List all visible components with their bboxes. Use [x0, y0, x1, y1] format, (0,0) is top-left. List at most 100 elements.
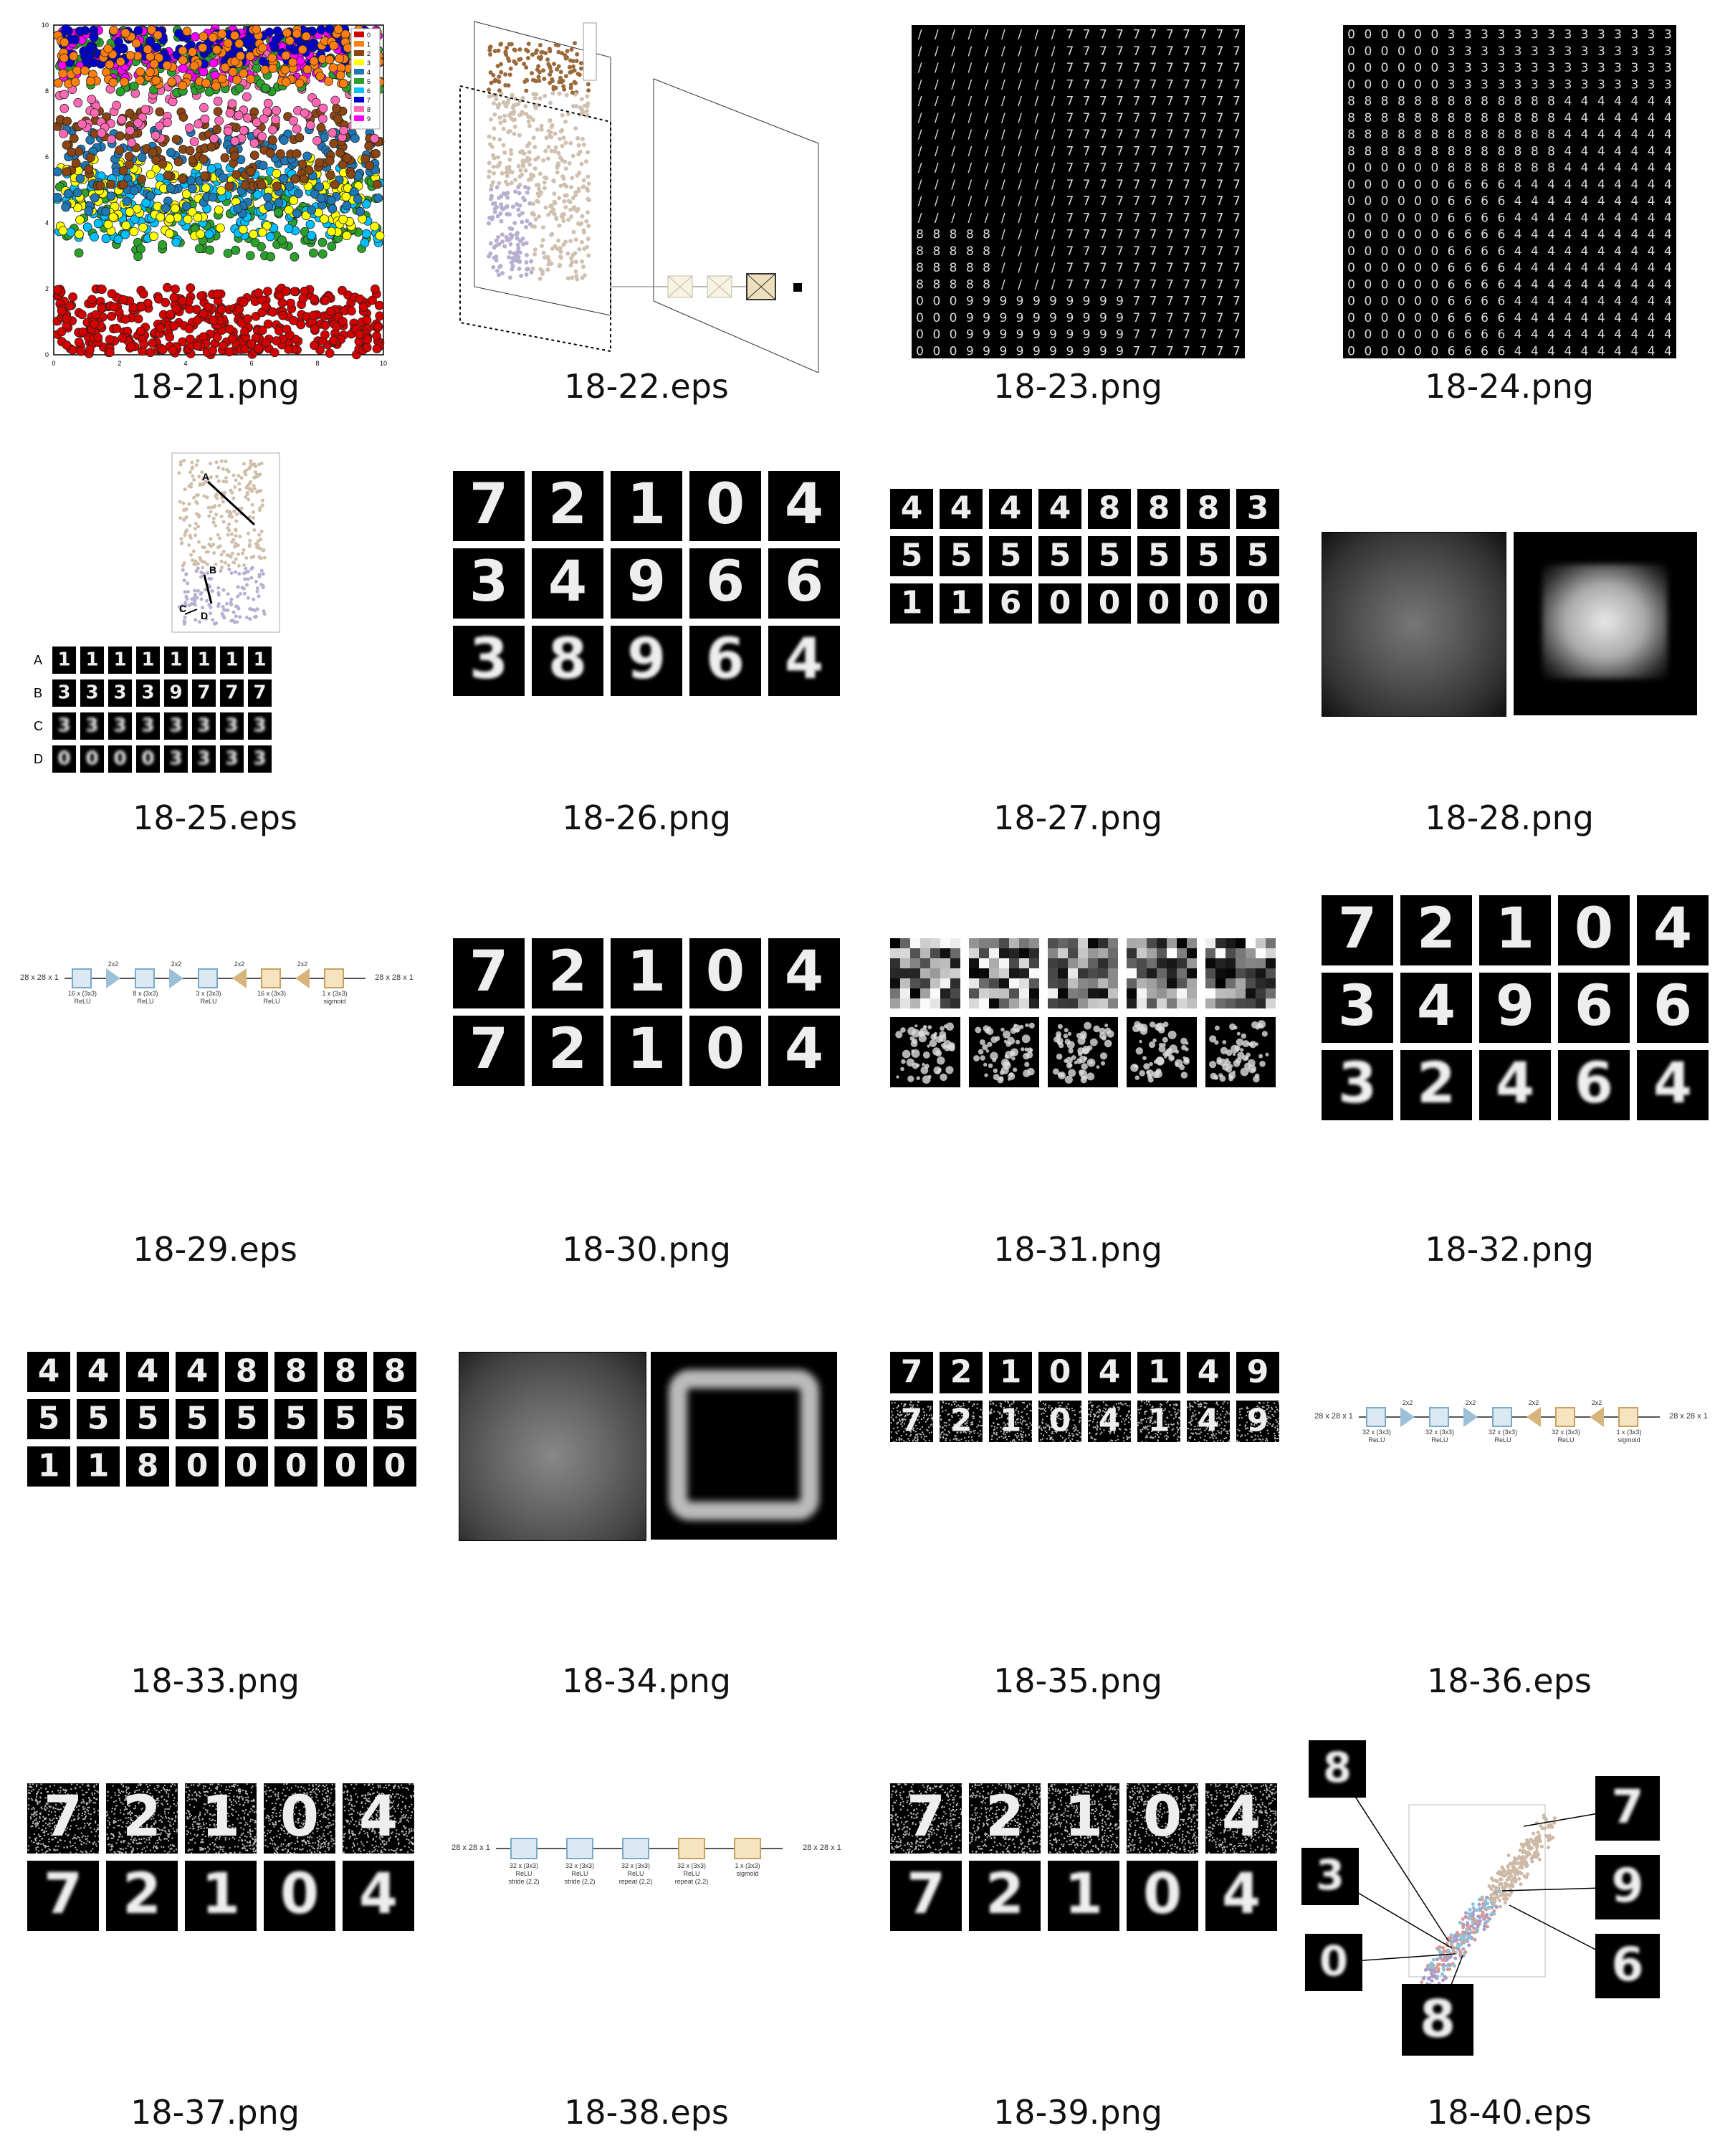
digit-tile: 8	[1137, 489, 1180, 529]
digit-tile: 1	[1137, 1352, 1180, 1393]
svg-text:8: 8	[1448, 128, 1456, 142]
svg-text:7: 7	[1216, 28, 1224, 42]
svg-text:0: 0	[1364, 178, 1372, 192]
svg-text:/: /	[1051, 128, 1056, 142]
file-name-label: 18-25.eps	[0, 798, 430, 837]
svg-text:4: 4	[1547, 211, 1555, 225]
pool-layer-node	[1400, 1407, 1415, 1427]
gallery-cell[interactable]: 18-34.png	[431, 1294, 861, 1725]
svg-text:7: 7	[1150, 77, 1157, 92]
decoded-sample-tile: 6	[1595, 1934, 1660, 1998]
svg-text:4: 4	[1664, 95, 1672, 109]
svg-text:/: /	[1001, 194, 1005, 209]
svg-text:4: 4	[1614, 161, 1622, 176]
svg-text:3: 3	[1664, 44, 1672, 59]
digit-glyph: 4	[890, 490, 933, 526]
svg-text:3: 3	[1614, 44, 1622, 59]
svg-text:7: 7	[1099, 244, 1107, 259]
digit-glyph: 4	[77, 1353, 120, 1389]
svg-text:4: 4	[1531, 211, 1539, 225]
digit-tile: 7	[220, 679, 244, 707]
svg-text:8: 8	[1497, 111, 1505, 125]
digit-glyph: 4	[1088, 1353, 1131, 1390]
svg-text:6: 6	[1497, 295, 1505, 309]
svg-text:4: 4	[1597, 95, 1605, 109]
thumbnail-image[interactable]	[431, 1294, 861, 1667]
svg-text:4: 4	[1630, 161, 1638, 176]
svg-text:8: 8	[1497, 128, 1505, 142]
svg-text:7: 7	[1099, 261, 1107, 275]
svg-text:/: /	[968, 61, 973, 75]
svg-text:7: 7	[1150, 161, 1157, 176]
svg-text:7: 7	[1066, 44, 1074, 59]
digit-tile: 3	[248, 712, 272, 740]
digit-glyph: 6	[1595, 1938, 1660, 1992]
svg-text:0: 0	[1398, 211, 1405, 225]
gallery-cell[interactable]: 18-28.png	[1294, 431, 1720, 862]
svg-text:4: 4	[1614, 128, 1622, 142]
svg-text:8: 8	[1531, 144, 1539, 158]
thumbnail-image[interactable]	[431, 0, 861, 373]
svg-text:4: 4	[1630, 128, 1638, 142]
svg-text:8: 8	[1464, 128, 1472, 142]
thumbnail-image[interactable]	[863, 863, 1293, 1236]
svg-text:/: /	[935, 178, 939, 192]
svg-text:7: 7	[1216, 328, 1224, 342]
gallery-cell[interactable]: 18-22.eps	[431, 0, 861, 430]
digit-glyph: 4	[1187, 1353, 1230, 1390]
svg-text:/: /	[951, 144, 955, 158]
thumbnail-image[interactable]	[1294, 431, 1720, 804]
svg-text:7: 7	[1216, 295, 1224, 309]
svg-text:4: 4	[1581, 144, 1589, 158]
svg-text:7: 7	[1150, 244, 1157, 259]
digit-tile: 0	[1137, 583, 1180, 624]
digit-glyph: 8	[1088, 490, 1131, 526]
svg-text:8: 8	[1347, 128, 1355, 142]
svg-text:6: 6	[1464, 178, 1472, 192]
svg-text:7: 7	[1116, 111, 1124, 125]
svg-text:3: 3	[1581, 77, 1589, 92]
conv-layer-node	[566, 1838, 593, 1859]
digit-glyph: 5	[1088, 537, 1131, 573]
svg-text:9: 9	[966, 295, 974, 309]
svg-text:4: 4	[1547, 295, 1555, 309]
digit-tile: 1	[1048, 1783, 1119, 1854]
svg-text:0: 0	[1398, 261, 1405, 275]
digit-tile: 1	[52, 647, 76, 674]
gallery-cell[interactable]: 18-31.png	[863, 863, 1293, 1293]
svg-text:0: 0	[1430, 328, 1438, 342]
svg-text:0: 0	[1347, 211, 1355, 225]
